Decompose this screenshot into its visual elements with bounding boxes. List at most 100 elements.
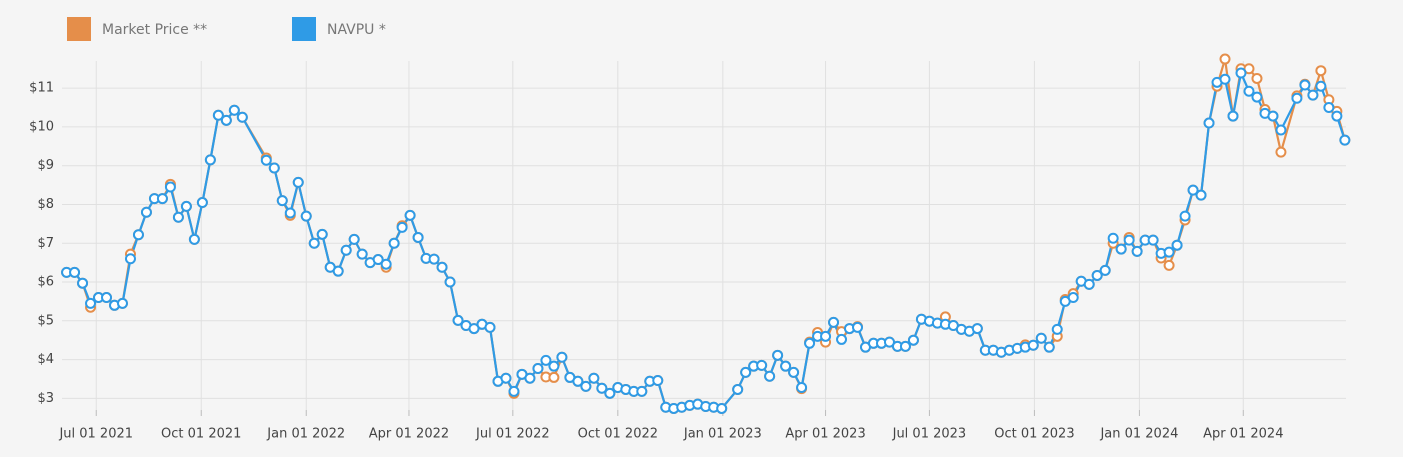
y-tick-label: $3	[37, 391, 54, 406]
point	[101, 292, 113, 304]
point	[1083, 278, 1095, 290]
point	[1163, 246, 1175, 258]
point	[1179, 210, 1191, 222]
point	[1323, 102, 1335, 114]
point	[588, 372, 600, 384]
point	[500, 372, 512, 384]
point	[1275, 146, 1287, 158]
point	[196, 197, 208, 209]
y-tick-label: $5	[37, 313, 54, 328]
point	[1275, 124, 1287, 136]
point	[372, 254, 384, 266]
legend-label: Market Price **	[102, 22, 207, 38]
point	[292, 176, 304, 188]
point	[1131, 245, 1143, 257]
point	[732, 383, 744, 395]
point	[1243, 85, 1255, 97]
point	[580, 380, 592, 392]
point	[532, 363, 544, 375]
point	[548, 360, 560, 372]
point	[604, 387, 616, 399]
legend-swatch	[67, 17, 91, 41]
point	[428, 253, 440, 265]
point	[188, 233, 200, 245]
point	[452, 314, 464, 326]
point	[1027, 339, 1039, 351]
point	[556, 351, 568, 363]
point	[1251, 72, 1263, 84]
point	[1219, 73, 1231, 85]
legend-label: NAVPU *	[327, 22, 386, 38]
point	[260, 154, 272, 166]
point	[1299, 79, 1311, 91]
y-tick-label: $11	[29, 81, 54, 96]
point	[85, 297, 97, 309]
x-tick-label: Jan 01 2024	[1099, 427, 1178, 442]
point	[1067, 292, 1079, 304]
point	[308, 237, 320, 249]
point	[828, 316, 840, 328]
point	[316, 228, 328, 240]
point	[1171, 239, 1183, 251]
point	[907, 334, 919, 346]
x-tick-label: Jul 01 2023	[892, 427, 967, 442]
point	[1203, 117, 1215, 129]
point	[572, 375, 584, 387]
series-line	[66, 58, 1346, 410]
point	[212, 109, 224, 121]
point	[1227, 110, 1239, 122]
point	[140, 206, 152, 218]
point	[388, 237, 400, 249]
point	[636, 385, 648, 397]
x-tick-label: Oct 01 2022	[578, 427, 658, 442]
point	[508, 385, 520, 397]
point	[1043, 341, 1055, 353]
point	[524, 372, 536, 384]
point	[1251, 91, 1263, 103]
point	[1339, 134, 1351, 146]
point	[796, 382, 808, 394]
point	[77, 277, 89, 289]
point	[804, 337, 816, 349]
point	[820, 330, 832, 342]
point	[1107, 232, 1119, 244]
point	[764, 370, 776, 382]
point	[1035, 332, 1047, 344]
point	[1307, 89, 1319, 101]
point	[180, 200, 192, 212]
x-tick-label: Jul 01 2022	[475, 427, 550, 442]
point	[348, 233, 360, 245]
point	[1051, 323, 1063, 335]
point	[468, 323, 480, 335]
point	[204, 154, 216, 166]
point	[1091, 269, 1103, 281]
point	[1163, 259, 1175, 271]
y-tick-label: $9	[37, 158, 54, 173]
point	[883, 336, 895, 348]
point	[596, 382, 608, 394]
point	[788, 366, 800, 378]
point	[716, 402, 728, 414]
point	[332, 265, 344, 277]
point	[1187, 184, 1199, 196]
legend-swatch	[292, 17, 316, 41]
point	[1315, 65, 1327, 77]
point	[1147, 234, 1159, 246]
point	[116, 297, 128, 309]
point	[356, 248, 368, 260]
point	[436, 261, 448, 273]
y-tick-label: $4	[37, 352, 54, 367]
point	[276, 195, 288, 207]
point	[1099, 264, 1111, 276]
y-tick-label: $10	[29, 119, 54, 134]
point	[772, 349, 784, 361]
point	[1267, 110, 1279, 122]
point	[780, 360, 792, 372]
point	[164, 181, 176, 193]
x-tick-label: Jan 01 2022	[266, 427, 345, 442]
point	[540, 354, 552, 366]
point	[740, 366, 752, 378]
y-tick-label: $8	[37, 197, 54, 212]
point	[652, 375, 664, 387]
